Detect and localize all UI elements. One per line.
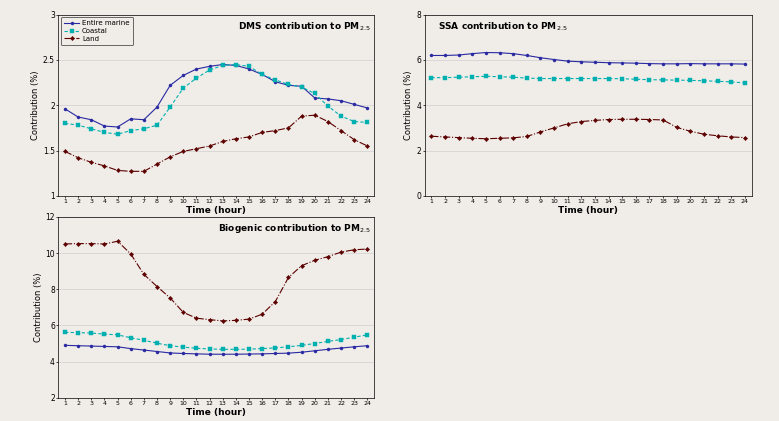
Y-axis label: Contribution (%): Contribution (%)	[404, 70, 414, 140]
Entire marine	[165, 83, 174, 88]
Land	[363, 144, 372, 149]
Y-axis label: Contribution (%): Contribution (%)	[31, 70, 41, 140]
Entire marine	[258, 72, 267, 77]
Land	[258, 130, 267, 135]
Entire marine	[100, 123, 109, 128]
Entire marine	[192, 67, 201, 72]
Entire marine	[270, 79, 280, 84]
Entire marine	[310, 96, 319, 101]
Land	[139, 169, 149, 174]
Legend: Entire marine, Coastal, Land: Entire marine, Coastal, Land	[61, 17, 133, 45]
Line: Entire marine: Entire marine	[63, 63, 369, 128]
X-axis label: Time (hour): Time (hour)	[186, 408, 246, 417]
Entire marine	[86, 117, 96, 122]
Coastal	[337, 114, 346, 119]
Entire marine	[284, 83, 293, 88]
Coastal	[153, 123, 162, 128]
Land	[178, 149, 188, 154]
Text: Biogenic contribution to PM$_{2.5}$: Biogenic contribution to PM$_{2.5}$	[217, 222, 371, 235]
Text: DMS contribution to PM$_{2.5}$: DMS contribution to PM$_{2.5}$	[238, 20, 371, 33]
Entire marine	[73, 115, 83, 120]
Land	[126, 169, 136, 174]
Coastal	[60, 121, 69, 126]
Entire marine	[60, 107, 69, 112]
X-axis label: Time (hour): Time (hour)	[186, 205, 246, 215]
Coastal	[192, 76, 201, 81]
Land	[205, 144, 214, 149]
Entire marine	[205, 64, 214, 69]
Land	[153, 162, 162, 167]
Land	[165, 155, 174, 160]
Entire marine	[245, 67, 254, 72]
Land	[245, 134, 254, 139]
Entire marine	[126, 116, 136, 121]
Land	[297, 114, 306, 119]
Land	[218, 139, 227, 144]
Entire marine	[218, 62, 227, 67]
Coastal	[323, 104, 333, 109]
Coastal	[350, 119, 359, 124]
Coastal	[363, 120, 372, 125]
Y-axis label: Contribution (%): Contribution (%)	[33, 272, 43, 342]
Coastal	[126, 128, 136, 133]
Entire marine	[153, 104, 162, 109]
Coastal	[218, 63, 227, 68]
Land	[310, 113, 319, 118]
Entire marine	[363, 105, 372, 110]
Coastal	[310, 91, 319, 96]
Entire marine	[113, 125, 122, 130]
Text: SSA contribution to PM$_{2.5}$: SSA contribution to PM$_{2.5}$	[438, 20, 567, 33]
Coastal	[139, 126, 149, 131]
Land	[323, 119, 333, 124]
Land	[284, 125, 293, 131]
Entire marine	[337, 98, 346, 103]
Coastal	[73, 123, 83, 128]
Line: Land: Land	[63, 114, 369, 173]
Land	[60, 149, 69, 154]
Entire marine	[178, 73, 188, 78]
Coastal	[270, 77, 280, 83]
Land	[100, 163, 109, 168]
Land	[192, 146, 201, 151]
Entire marine	[323, 96, 333, 101]
Coastal	[86, 126, 96, 131]
Coastal	[258, 72, 267, 77]
Land	[231, 136, 241, 141]
Land	[73, 155, 83, 160]
Land	[270, 128, 280, 133]
Coastal	[245, 64, 254, 69]
Land	[113, 168, 122, 173]
Entire marine	[139, 117, 149, 122]
Entire marine	[350, 102, 359, 107]
Coastal	[113, 132, 122, 137]
Land	[350, 137, 359, 142]
Coastal	[165, 104, 174, 109]
Coastal	[205, 67, 214, 72]
Line: Coastal: Coastal	[63, 63, 369, 136]
Entire marine	[297, 84, 306, 89]
Entire marine	[231, 63, 241, 68]
Land	[86, 160, 96, 165]
Land	[337, 128, 346, 133]
Coastal	[178, 85, 188, 91]
Coastal	[297, 85, 306, 90]
Coastal	[231, 62, 241, 67]
Coastal	[100, 130, 109, 135]
Coastal	[284, 82, 293, 87]
X-axis label: Time (hour): Time (hour)	[559, 205, 618, 215]
